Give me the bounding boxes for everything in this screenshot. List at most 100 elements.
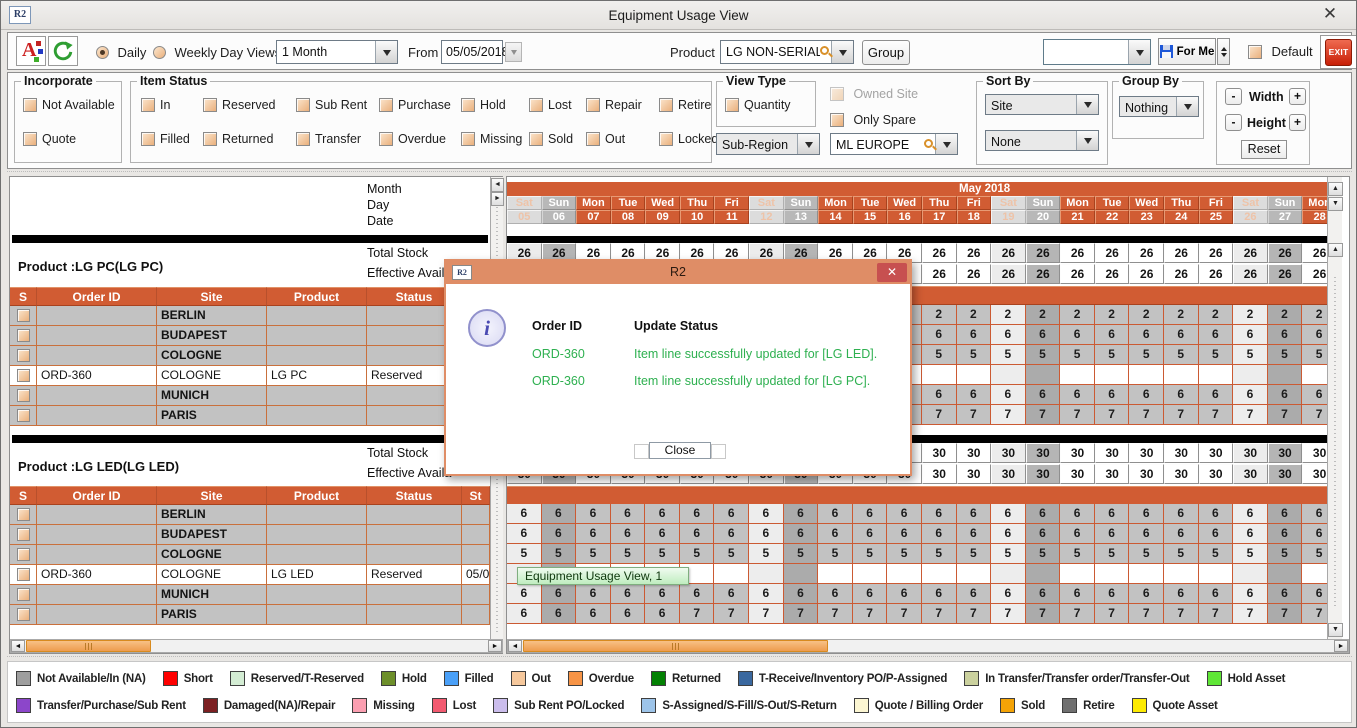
- usage-cell[interactable]: 5: [1267, 544, 1303, 564]
- usage-cell[interactable]: 6: [507, 604, 542, 624]
- usage-cell[interactable]: [1060, 564, 1095, 584]
- value-cell[interactable]: 26: [1129, 243, 1164, 263]
- value-cell[interactable]: 26: [1163, 264, 1199, 284]
- usage-cell[interactable]: 6: [1198, 504, 1234, 524]
- usage-cell[interactable]: 5: [956, 544, 992, 564]
- chevron-down-icon[interactable]: [797, 134, 819, 154]
- usage-cell[interactable]: 6: [749, 524, 784, 544]
- usage-cell[interactable]: [921, 564, 957, 584]
- usage-cell[interactable]: 6: [645, 504, 680, 524]
- usage-cell[interactable]: 2: [1267, 305, 1303, 325]
- usage-cell[interactable]: 2: [956, 305, 992, 325]
- value-cell[interactable]: 30: [1302, 443, 1327, 463]
- weekly-radio[interactable]: Weekly: [153, 44, 217, 62]
- usage-cell[interactable]: 7: [1094, 405, 1130, 425]
- usage-cell[interactable]: 6: [991, 524, 1026, 544]
- usage-cell[interactable]: 6: [1267, 504, 1303, 524]
- usage-cell[interactable]: 5: [1094, 544, 1130, 564]
- scroll-down-icon[interactable]: ▼: [1328, 623, 1343, 637]
- usage-cell[interactable]: 5: [852, 544, 888, 564]
- usage-cell[interactable]: 2: [1025, 305, 1061, 325]
- usage-cell[interactable]: 7: [1025, 405, 1061, 425]
- usage-cell[interactable]: 5: [1060, 345, 1095, 365]
- usage-cell[interactable]: 7: [818, 604, 853, 624]
- row-select-cell[interactable]: [10, 346, 37, 365]
- item-status-locked-checkbox[interactable]: Locked: [659, 130, 718, 148]
- usage-cell[interactable]: 6: [956, 325, 992, 345]
- usage-cell[interactable]: 5: [645, 544, 680, 564]
- usage-cell[interactable]: 6: [921, 584, 957, 604]
- value-cell[interactable]: 26: [991, 264, 1026, 284]
- usage-cell[interactable]: 5: [783, 544, 819, 564]
- usage-cell[interactable]: 6: [679, 584, 715, 604]
- value-cell[interactable]: 26: [1198, 243, 1234, 263]
- usage-cell[interactable]: 5: [714, 544, 750, 564]
- usage-cell[interactable]: 7: [1060, 405, 1095, 425]
- dialog-close-icon[interactable]: ✕: [877, 263, 907, 282]
- usage-cell[interactable]: [1233, 564, 1268, 584]
- site-row[interactable]: COLOGNE: [10, 545, 490, 565]
- group-by-combobox[interactable]: Nothing: [1119, 96, 1199, 117]
- usage-cell[interactable]: 5: [921, 544, 957, 564]
- row-select-cell[interactable]: [10, 525, 37, 544]
- row-select-cell[interactable]: [10, 406, 37, 425]
- usage-cell[interactable]: [1129, 564, 1164, 584]
- right-horizontal-scrollbar[interactable]: ◄ ►: [507, 639, 1349, 653]
- usage-cell[interactable]: 5: [610, 544, 646, 564]
- row-checkbox[interactable]: [16, 608, 30, 621]
- usage-cell[interactable]: 6: [1060, 325, 1095, 345]
- value-cell[interactable]: 30: [1129, 464, 1164, 484]
- usage-cell[interactable]: [1302, 365, 1327, 385]
- usage-cell[interactable]: 6: [576, 524, 611, 544]
- usage-cell[interactable]: 5: [1302, 345, 1327, 365]
- item-status-repair-checkbox[interactable]: Repair: [586, 96, 642, 114]
- usage-cell[interactable]: 7: [921, 604, 957, 624]
- saved-view-combobox[interactable]: [1043, 39, 1151, 65]
- refresh-button[interactable]: [48, 36, 78, 66]
- usage-cell[interactable]: 2: [1129, 305, 1164, 325]
- header-scroll-up-icon[interactable]: ▲: [1328, 182, 1343, 196]
- value-cell[interactable]: 30: [1198, 464, 1234, 484]
- usage-cell[interactable]: 6: [921, 524, 957, 544]
- scroll-right-icon[interactable]: ►: [491, 192, 504, 206]
- usage-cell[interactable]: 6: [541, 524, 577, 544]
- usage-cell[interactable]: 6: [991, 325, 1026, 345]
- value-cell[interactable]: 26: [1060, 243, 1095, 263]
- item-status-missing-checkbox[interactable]: Missing: [461, 130, 522, 148]
- usage-cell[interactable]: 7: [679, 604, 715, 624]
- site-row[interactable]: PARIS: [10, 406, 490, 426]
- usage-cell[interactable]: [783, 564, 819, 584]
- row-checkbox[interactable]: [16, 349, 30, 362]
- row-checkbox[interactable]: [16, 329, 30, 342]
- date-picker-dropdown[interactable]: [505, 42, 522, 62]
- chevron-down-icon[interactable]: [1176, 97, 1198, 116]
- usage-cell[interactable]: 6: [610, 604, 646, 624]
- usage-cell[interactable]: 6: [991, 504, 1026, 524]
- usage-cell[interactable]: 6: [783, 524, 819, 544]
- item-status-out-checkbox[interactable]: Out: [586, 130, 625, 148]
- usage-cell[interactable]: 6: [1094, 584, 1130, 604]
- usage-cell[interactable]: [991, 365, 1026, 385]
- scroll-up-icon[interactable]: ▲: [1328, 243, 1343, 257]
- usage-cell[interactable]: 6: [1060, 385, 1095, 405]
- value-cell[interactable]: 30: [1233, 443, 1268, 463]
- item-status-lost-checkbox[interactable]: Lost: [529, 96, 572, 114]
- site-row[interactable]: MUNICH: [10, 386, 490, 406]
- window-close-icon[interactable]: ✕: [1322, 4, 1338, 23]
- usage-cell[interactable]: 6: [1060, 524, 1095, 544]
- scroll-left-icon[interactable]: ◄: [11, 640, 25, 652]
- usage-cell[interactable]: 6: [1129, 325, 1164, 345]
- row-select-cell[interactable]: [10, 565, 37, 584]
- quote-checkbox[interactable]: Quote: [23, 130, 76, 148]
- row-select-cell[interactable]: [10, 326, 37, 345]
- usage-cell[interactable]: 5: [1129, 544, 1164, 564]
- row-select-cell[interactable]: [10, 386, 37, 405]
- item-status-in-checkbox[interactable]: In: [141, 96, 170, 114]
- usage-cell[interactable]: [1267, 365, 1303, 385]
- site-row[interactable]: BUDAPEST: [10, 525, 490, 545]
- item-status-reserved-checkbox[interactable]: Reserved: [203, 96, 276, 114]
- scroll-left-icon[interactable]: ◄: [491, 178, 504, 192]
- usage-cell[interactable]: 6: [1267, 325, 1303, 345]
- row-select-cell[interactable]: [10, 605, 37, 624]
- usage-cell[interactable]: 6: [1198, 584, 1234, 604]
